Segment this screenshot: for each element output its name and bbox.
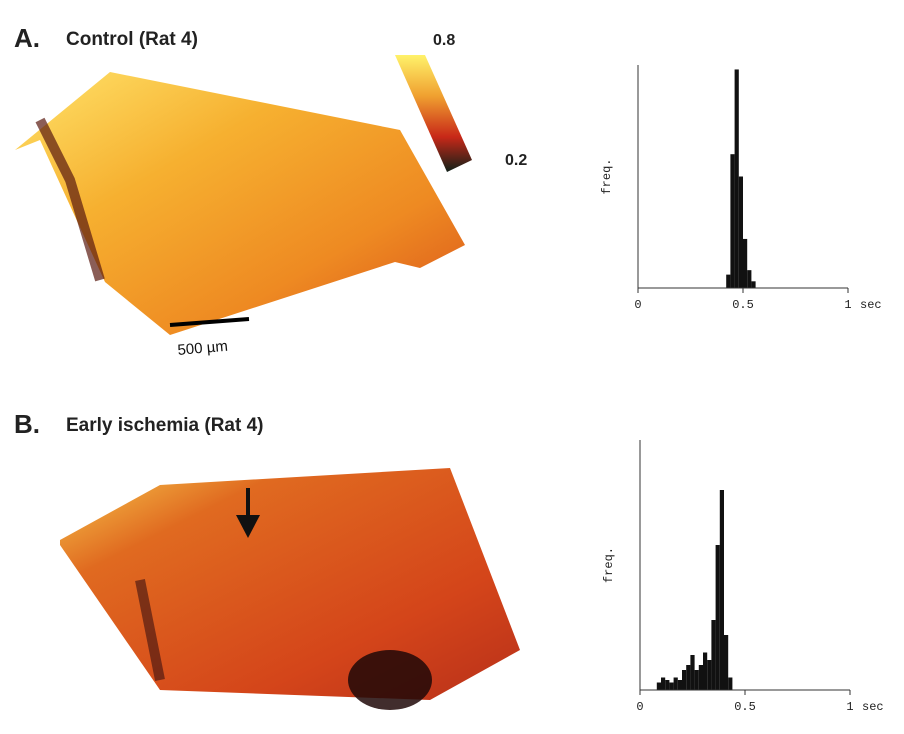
bar <box>682 670 687 690</box>
surface-map <box>15 72 465 335</box>
surface-shade <box>135 579 165 681</box>
bar <box>665 680 670 690</box>
x-tick-label: 0.5 <box>732 298 754 312</box>
bar <box>747 270 752 288</box>
x-tick-label: 0 <box>636 700 643 714</box>
bar <box>707 660 712 690</box>
bar <box>656 682 661 690</box>
panel-label: A. <box>14 23 40 53</box>
surface-shade <box>35 117 105 282</box>
colorbar-label: 0.8 <box>433 32 455 49</box>
bar <box>703 652 708 690</box>
x-axis-label: sec <box>862 700 884 714</box>
colorbar-label: 0.2 <box>505 152 527 169</box>
bar <box>715 545 720 690</box>
bar <box>734 69 739 289</box>
x-tick-label: 0 <box>634 298 641 312</box>
bar <box>690 655 695 690</box>
bar <box>719 490 724 690</box>
bar <box>743 238 748 288</box>
scale-bar-label: 500 µm <box>177 338 229 359</box>
y-axis-label: freq. <box>602 547 616 583</box>
x-tick-label: 1 <box>844 298 851 312</box>
bar <box>751 281 756 288</box>
scale-bar <box>169 317 250 327</box>
bar <box>669 682 674 690</box>
bar <box>724 635 729 690</box>
bar <box>677 680 682 690</box>
bar <box>728 677 733 690</box>
bar <box>694 670 699 690</box>
y-axis-label: freq. <box>600 158 614 194</box>
bar <box>738 176 743 288</box>
colorbar <box>395 55 472 172</box>
x-tick-label: 0.5 <box>734 700 756 714</box>
bar <box>686 665 691 690</box>
x-tick-label: 1 <box>846 700 853 714</box>
panel-title: Early ischemia (Rat 4) <box>66 415 263 436</box>
bar <box>673 677 678 690</box>
bar <box>661 677 666 690</box>
bar <box>698 665 703 690</box>
surface-shade <box>348 650 432 710</box>
bar <box>726 274 731 288</box>
bar <box>730 154 735 288</box>
panel-title: Control (Rat 4) <box>66 29 198 50</box>
x-axis-label: sec <box>860 298 882 312</box>
bar <box>711 620 716 690</box>
surface-map <box>60 468 520 700</box>
panel-label: B. <box>14 409 40 439</box>
arrow-head <box>236 515 260 538</box>
